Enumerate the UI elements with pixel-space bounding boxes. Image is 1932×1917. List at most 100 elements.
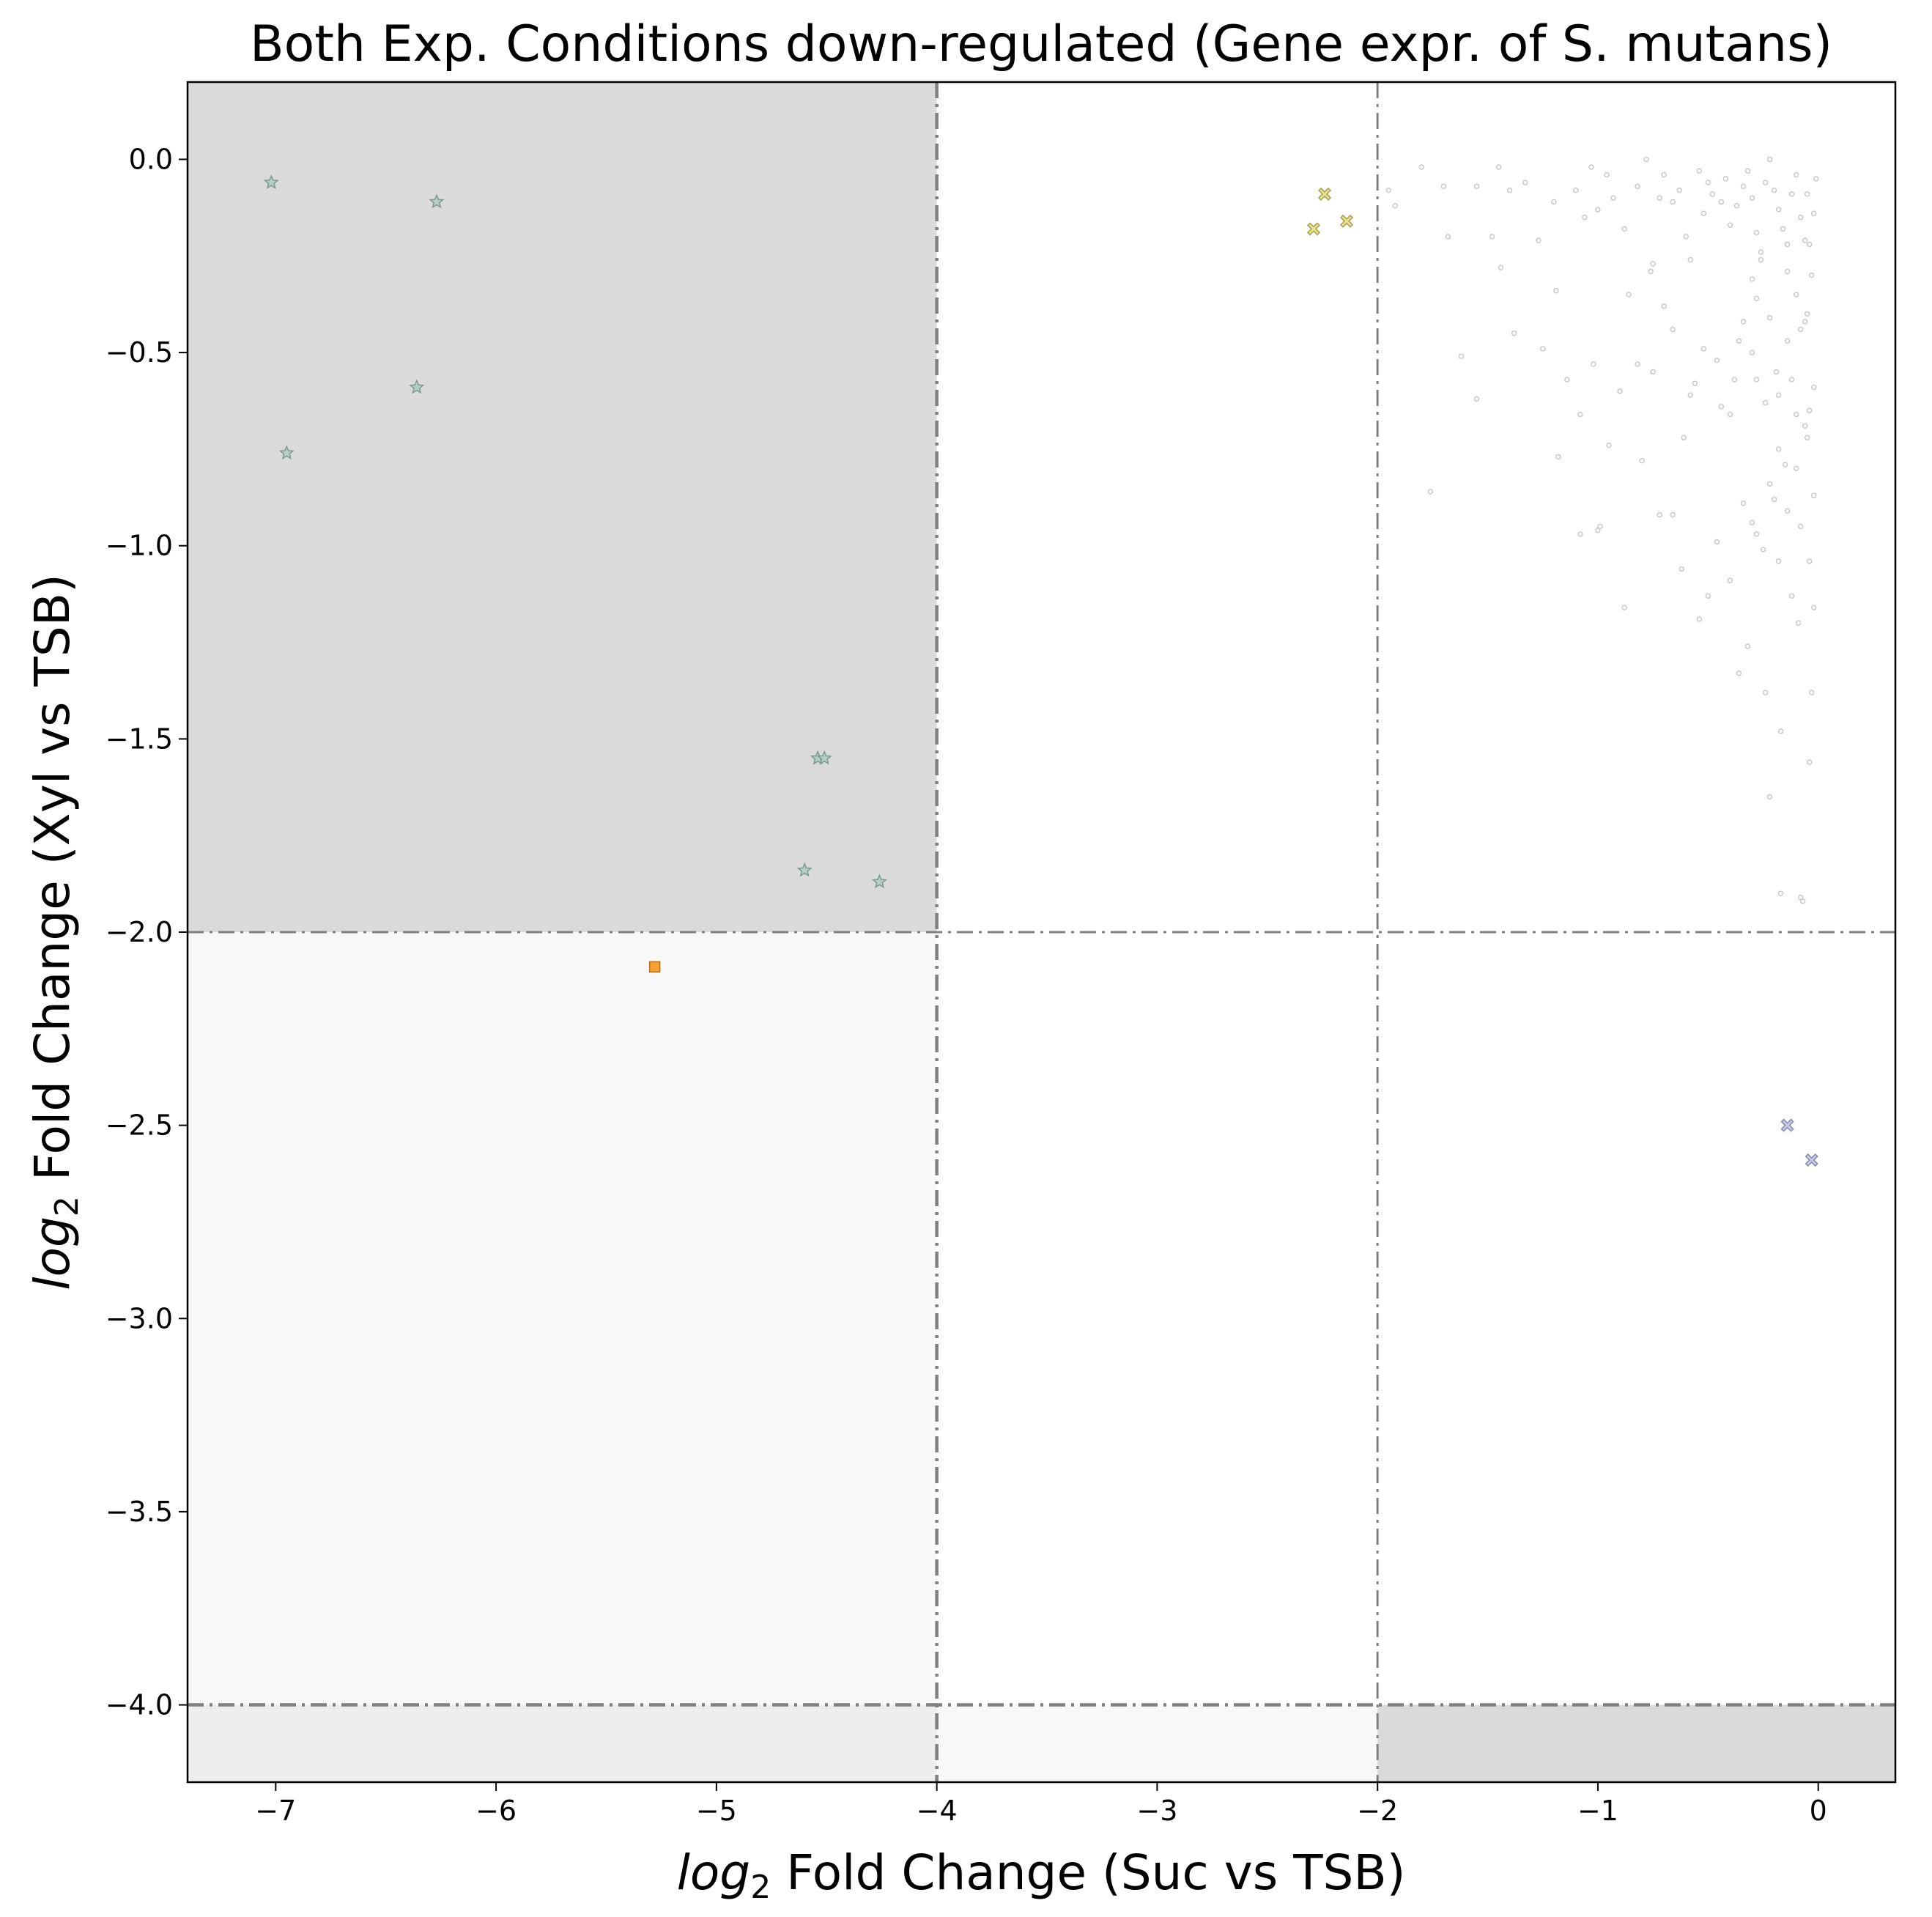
data-point-circle-4-10 bbox=[1522, 180, 1528, 185]
data-point-circle-4-128 bbox=[1727, 411, 1733, 418]
data-point-circle-4-135 bbox=[1788, 377, 1795, 383]
data-point-circle-4-127 bbox=[1714, 357, 1720, 363]
data-point-circle-4-38 bbox=[1740, 183, 1747, 190]
shaded-region-1 bbox=[188, 932, 937, 1705]
data-point-circle-4-114 bbox=[1808, 690, 1815, 695]
data-point-circle-4-75 bbox=[1606, 442, 1612, 448]
data-point-circle-4-15 bbox=[1582, 214, 1588, 221]
data-point-circle-4-67 bbox=[1692, 380, 1698, 387]
y-tick-label: −1.5 bbox=[106, 723, 173, 755]
data-point-circle-4-59 bbox=[1784, 338, 1791, 344]
data-point-circle-4-122 bbox=[1597, 523, 1603, 530]
data-point-circle-4-130 bbox=[1753, 295, 1760, 302]
data-point-circle-4-133 bbox=[1810, 384, 1817, 391]
data-point-circle-4-142 bbox=[1753, 377, 1760, 383]
data-point-circle-4-111 bbox=[1777, 728, 1784, 734]
data-point-circle-4-101 bbox=[1810, 605, 1817, 610]
data-point-square-1-0 bbox=[648, 961, 661, 973]
data-point-circle-4-72 bbox=[1635, 361, 1640, 367]
data-point-circle-4-118 bbox=[1795, 620, 1802, 626]
data-point-circle-4-124 bbox=[1650, 369, 1656, 375]
data-point-circle-4-90 bbox=[1714, 539, 1720, 545]
data-point-circle-4-51 bbox=[1797, 214, 1804, 221]
data-point-circle-4-12 bbox=[1551, 199, 1557, 205]
data-point-circle-4-9 bbox=[1506, 187, 1513, 193]
data-point-circle-4-18 bbox=[1604, 171, 1610, 178]
data-point-circle-4-31 bbox=[1700, 210, 1707, 217]
data-point-circle-4-99 bbox=[1804, 435, 1810, 440]
data-point-circle-4-92 bbox=[1740, 500, 1747, 506]
data-point-circle-4-113 bbox=[1806, 759, 1813, 765]
x-tick-label: −6 bbox=[475, 1795, 517, 1827]
data-point-star-0-2 bbox=[409, 379, 425, 394]
data-point-circle-4-88 bbox=[1696, 616, 1703, 622]
data-point-circle-4-134 bbox=[1806, 407, 1813, 413]
y-axis: 0.0 −0.5 −1.0 −1.5 −2.0 −2.5 −3.0 −3.5 −4.0 bbox=[106, 143, 188, 1721]
data-point-circle-4-125 bbox=[1670, 511, 1676, 518]
data-point-circle-4-29 bbox=[1687, 256, 1694, 263]
data-point-circle-4-121 bbox=[1595, 527, 1601, 533]
x-axis-label-subscript: 2 bbox=[750, 1869, 771, 1906]
data-point-circle-4-61 bbox=[1762, 399, 1769, 406]
data-point-circle-4-52 bbox=[1802, 237, 1808, 243]
data-point-star-0-1 bbox=[429, 193, 445, 209]
data-point-star-0-0 bbox=[263, 174, 279, 190]
data-point-circle-4-8 bbox=[1498, 265, 1504, 270]
threshold-lines bbox=[188, 82, 1895, 1782]
data-point-circle-4-62 bbox=[1749, 350, 1755, 355]
data-point-circle-4-66 bbox=[1700, 346, 1707, 352]
data-point-circle-4-104 bbox=[1793, 411, 1799, 418]
data-point-circle-4-35 bbox=[1722, 176, 1729, 182]
x-axis: −7 −6 −5 −4 −3 −2 −1 0 bbox=[255, 1782, 1827, 1827]
data-point-star-0-7 bbox=[872, 873, 887, 889]
data-point-circle-4-105 bbox=[1775, 446, 1782, 452]
data-point-circle-4-120 bbox=[1577, 531, 1583, 537]
data-point-x-2-0 bbox=[1317, 187, 1332, 201]
data-point-circle-4-34 bbox=[1718, 199, 1725, 205]
data-point-circle-4-28 bbox=[1683, 234, 1689, 240]
data-point-circle-4-129 bbox=[1736, 338, 1742, 344]
x-tick-label: −4 bbox=[917, 1795, 958, 1827]
x-axis-label: log2 Fold Change (Suc vs TSB) bbox=[677, 1844, 1406, 1906]
data-point-circle-4-136 bbox=[1775, 392, 1782, 398]
data-point-circle-4-43 bbox=[1762, 180, 1769, 185]
data-point-circle-4-80 bbox=[1511, 330, 1517, 336]
data-point-circle-4-17 bbox=[1595, 207, 1601, 213]
data-points bbox=[263, 156, 1819, 1167]
data-point-circle-4-76 bbox=[1591, 361, 1596, 367]
data-point-circle-4-50 bbox=[1793, 171, 1799, 178]
data-point-circle-4-98 bbox=[1797, 523, 1804, 530]
data-point-circle-4-139 bbox=[1766, 314, 1773, 321]
data-point-circle-4-108 bbox=[1744, 643, 1751, 649]
data-point-circle-4-95 bbox=[1771, 496, 1777, 503]
y-tick-label: −0.5 bbox=[106, 336, 173, 369]
data-point-circle-4-117 bbox=[1799, 898, 1806, 904]
data-point-circle-4-83 bbox=[1427, 489, 1434, 495]
data-point-x-2-1 bbox=[1306, 222, 1321, 236]
data-point-circle-4-23 bbox=[1650, 261, 1656, 267]
x-tick-label: −5 bbox=[696, 1795, 737, 1827]
data-point-circle-4-6 bbox=[1489, 234, 1495, 240]
data-point-circle-4-65 bbox=[1718, 404, 1725, 410]
data-point-circle-4-140 bbox=[1793, 465, 1799, 472]
data-point-star-0-3 bbox=[278, 445, 295, 460]
data-point-circle-4-33 bbox=[1709, 191, 1716, 197]
y-tick-label: −3.5 bbox=[106, 1496, 173, 1528]
data-point-circle-4-3 bbox=[1440, 183, 1447, 190]
data-point-circle-4-39 bbox=[1744, 168, 1751, 174]
data-point-circle-4-87 bbox=[1679, 566, 1684, 572]
y-axis-label-subscript: 2 bbox=[48, 1196, 86, 1216]
data-point-circle-4-16 bbox=[1588, 164, 1594, 170]
data-point-circle-4-77 bbox=[1577, 411, 1583, 418]
y-tick-label: −2.0 bbox=[106, 916, 173, 948]
shaded-region-3 bbox=[188, 1704, 937, 1782]
data-point-circle-4-48 bbox=[1784, 241, 1791, 248]
data-point-circle-4-68 bbox=[1681, 435, 1687, 440]
data-point-circle-4-102 bbox=[1806, 558, 1813, 564]
data-point-circle-4-137 bbox=[1758, 256, 1764, 263]
y-tick-label: −4.0 bbox=[106, 1689, 173, 1721]
data-point-circle-4-110 bbox=[1762, 690, 1769, 695]
data-point-circle-4-89 bbox=[1705, 593, 1711, 599]
data-point-circle-4-4 bbox=[1445, 234, 1451, 240]
x-tick-label: −7 bbox=[255, 1795, 296, 1827]
